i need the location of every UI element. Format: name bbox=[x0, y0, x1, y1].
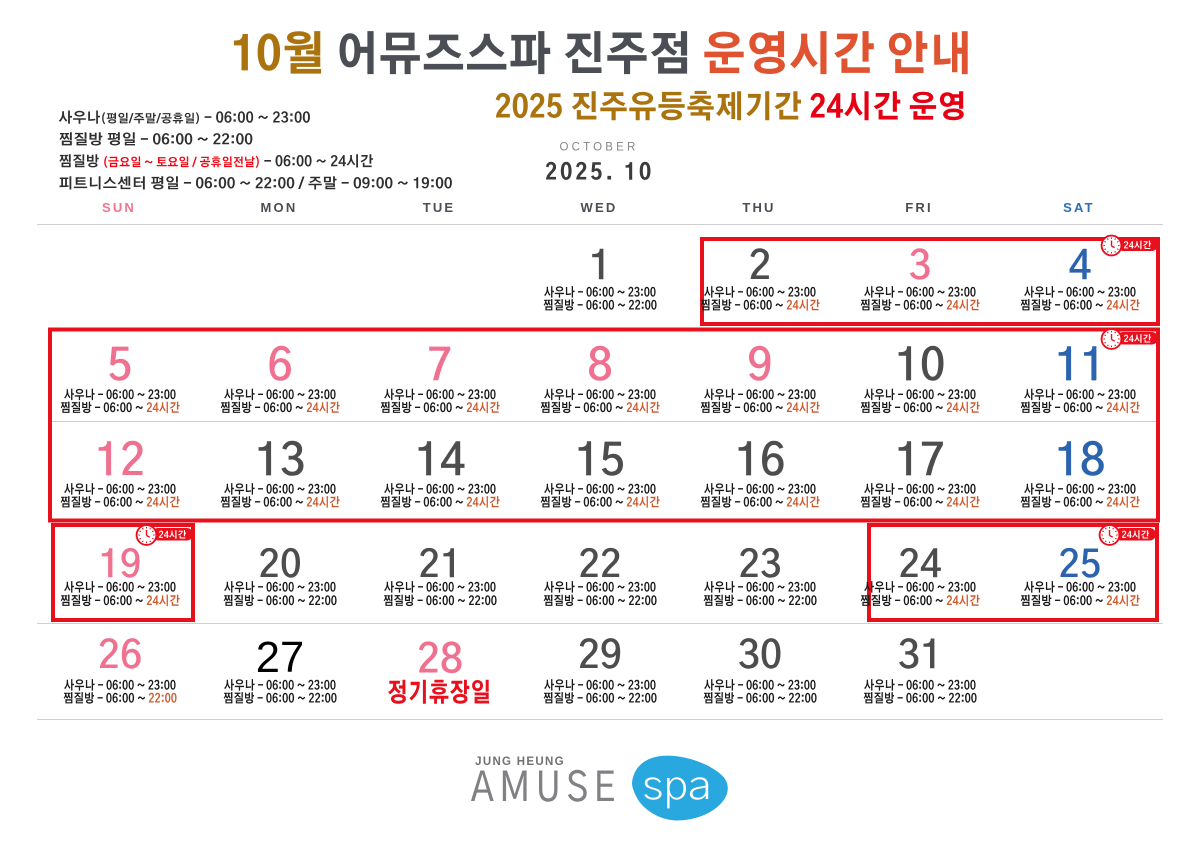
svg-text:JUNG HEUNG: JUNG HEUNG bbox=[475, 756, 565, 768]
svg-text:27: 27 bbox=[256, 634, 304, 682]
svg-text:OCTOBER: OCTOBER bbox=[559, 142, 638, 154]
svg-text:FRI: FRI bbox=[905, 200, 933, 215]
svg-text:SUN: SUN bbox=[102, 200, 136, 215]
svg-text:SAT: SAT bbox=[1063, 200, 1095, 215]
svg-text:TUE: TUE bbox=[423, 200, 456, 215]
svg-text:WED: WED bbox=[581, 200, 618, 215]
svg-text:THU: THU bbox=[742, 200, 775, 215]
svg-text:MON: MON bbox=[261, 200, 298, 215]
